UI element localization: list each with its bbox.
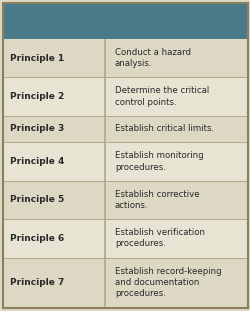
Text: Establish monitoring
procedures.: Establish monitoring procedures. — [115, 151, 204, 171]
Text: Principle 7: Principle 7 — [10, 278, 64, 287]
FancyBboxPatch shape — [2, 39, 248, 77]
Text: Conduct a hazard
analysis.: Conduct a hazard analysis. — [115, 48, 191, 68]
Text: Principle 1: Principle 1 — [10, 53, 64, 63]
Text: Establish record-keeping
and documentation
procedures.: Establish record-keeping and documentati… — [115, 267, 222, 298]
Text: Determine the critical
control points.: Determine the critical control points. — [115, 86, 209, 107]
Text: HACCP Principles: HACCP Principles — [15, 12, 189, 30]
Text: Principle 4: Principle 4 — [10, 157, 64, 166]
Text: Establish critical limits.: Establish critical limits. — [115, 124, 214, 133]
Text: Principle 3: Principle 3 — [10, 124, 64, 133]
FancyBboxPatch shape — [2, 142, 248, 181]
Text: Principle 2: Principle 2 — [10, 92, 64, 101]
Text: Principle 5: Principle 5 — [10, 195, 64, 204]
Text: Establish corrective
actions.: Establish corrective actions. — [115, 190, 200, 210]
FancyBboxPatch shape — [2, 3, 248, 39]
FancyBboxPatch shape — [2, 258, 248, 308]
FancyBboxPatch shape — [2, 77, 248, 116]
FancyBboxPatch shape — [2, 181, 248, 219]
Text: Establish verification
procedures.: Establish verification procedures. — [115, 228, 205, 248]
FancyBboxPatch shape — [2, 116, 248, 142]
FancyBboxPatch shape — [2, 219, 248, 258]
Text: Principle 6: Principle 6 — [10, 234, 64, 243]
